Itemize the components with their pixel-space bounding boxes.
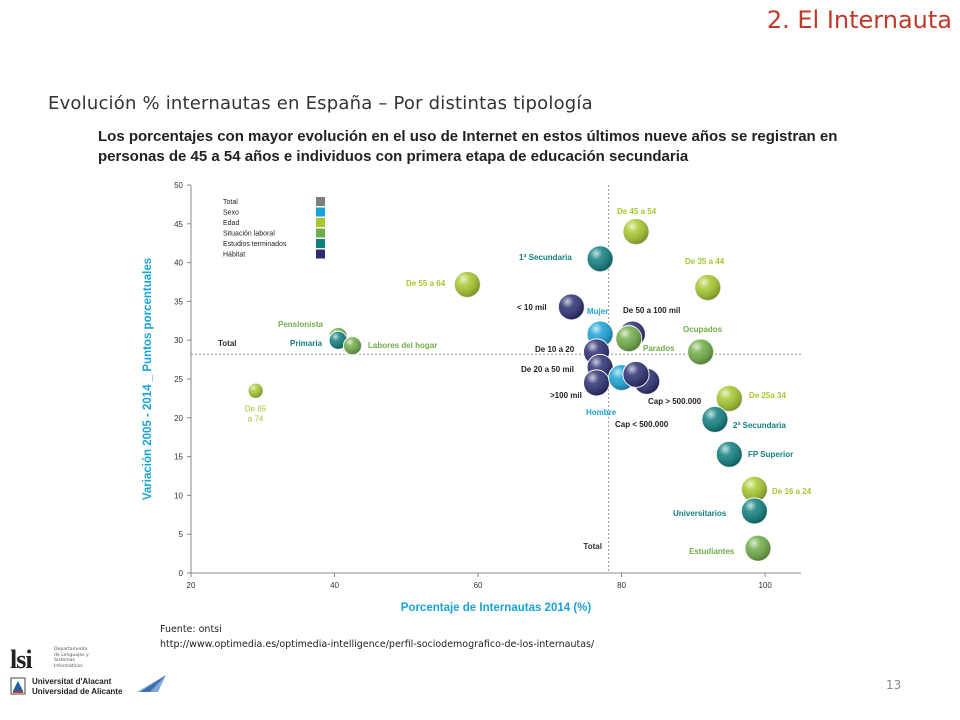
data-point-highlight — [701, 406, 728, 433]
source-note: Fuente: ontsi http://www.optimedia.es/op… — [160, 622, 594, 652]
point-label: De 25a 34 — [749, 391, 786, 400]
y-axis-title: Variación 2005 - 2014 _ Puntos porcentua… — [142, 258, 154, 500]
y-tick-label: 30 — [174, 336, 183, 345]
total-horizontal-label: Total — [218, 339, 237, 348]
x-axis-title: Porcentaje de Internautas 2014 (%) — [401, 602, 592, 614]
point-label: a 74 — [248, 415, 264, 424]
page-number: 13 — [886, 678, 902, 692]
point-label: De 20 a 50 mil — [521, 365, 574, 374]
y-tick-label: 5 — [179, 530, 184, 539]
point-label: Pensionista — [278, 320, 323, 329]
point-label: Mujer — [587, 307, 608, 316]
point-label: Ocupados — [683, 325, 723, 334]
chart-point-labels: De 45 a 54 1ª Secundaria De 35 a 44 De 55 a… — [245, 207, 812, 556]
point-label: < 10 mil — [517, 303, 547, 312]
x-tick-label: 40 — [330, 581, 339, 590]
legend-label: Hábitat — [223, 252, 245, 259]
point-label: 2ª Secundaria — [733, 421, 786, 430]
legend-label: Total — [223, 199, 238, 206]
section-title: 2. El Internauta — [766, 6, 952, 34]
y-tick-label: 50 — [174, 181, 183, 190]
university-emblem-icon — [10, 677, 26, 695]
source-url[interactable]: http://www.optimedia.es/optimedia-intell… — [160, 639, 595, 650]
y-tick-label: 35 — [174, 297, 183, 306]
legend-swatch — [316, 228, 325, 238]
legend-swatch — [316, 249, 325, 259]
legend-label: Estudios terminados — [223, 241, 287, 248]
legend-swatch — [316, 239, 325, 248]
point-label: De 50 a 100 mil — [623, 306, 680, 315]
data-point-highlight — [741, 476, 768, 503]
legend-swatch — [316, 207, 325, 217]
data-point-highlight — [716, 441, 743, 468]
lsi-logo: lsi Departamento de Lenguajes y Sistemas… — [10, 645, 89, 675]
point-label: Hombre — [586, 408, 617, 417]
chart-points — [247, 218, 772, 562]
point-label: Cap < 500.000 — [615, 420, 669, 429]
data-point-highlight — [694, 274, 721, 301]
data-point-highlight — [454, 271, 481, 298]
data-point-highlight — [687, 338, 714, 365]
y-tick-label: 45 — [174, 220, 183, 229]
source-label: Fuente: ontsi — [160, 624, 222, 635]
data-point-highlight — [741, 497, 768, 524]
total-vertical-label: Total — [583, 542, 602, 551]
slide-title: Evolución % internautas en España – Por … — [48, 93, 593, 114]
legend-label: Edad — [223, 220, 239, 227]
y-tick-label: 20 — [174, 414, 183, 423]
point-label: De 45 a 54 — [617, 207, 657, 216]
data-point-highlight — [622, 361, 649, 388]
lsi-logo-text: lsi — [10, 645, 33, 674]
data-point-highlight — [622, 218, 649, 245]
point-label: Labores del hogar — [368, 341, 437, 350]
point-label: De 55 a 64 — [406, 279, 446, 288]
data-point-highlight — [716, 385, 743, 412]
x-tick-label: 60 — [474, 581, 483, 590]
x-tick-label: 100 — [758, 581, 772, 590]
legend-swatch — [316, 218, 325, 227]
data-point-highlight — [329, 331, 348, 350]
point-label: 1ª Secundaria — [519, 253, 572, 262]
point-label: >100 mil — [550, 391, 582, 400]
y-tick-label: 15 — [174, 453, 183, 462]
university-name-spanish: Universidad de Alicante — [32, 687, 123, 696]
legend-label: Sexo — [223, 210, 239, 217]
point-label: Parados — [643, 344, 675, 353]
point-label: De 35 a 44 — [685, 257, 725, 266]
data-point-highlight — [587, 245, 614, 272]
scatter-chart: 20 40 60 80 10005101520253035404550TotalTota… — [142, 181, 812, 614]
slide-subtitle: Los porcentajes con mayor evolución en e… — [98, 128, 838, 165]
data-point-highlight — [343, 336, 362, 355]
data-point-highlight — [248, 383, 264, 399]
chart-legend: Total Sexo Edad Situación laboral Estudios t… — [223, 197, 325, 259]
data-point-highlight — [558, 293, 585, 320]
data-point-highlight — [615, 325, 642, 352]
point-label: De 65 — [245, 405, 267, 414]
y-tick-label: 10 — [174, 491, 183, 500]
y-tick-label: 0 — [179, 569, 184, 578]
x-tick-label: 80 — [617, 581, 626, 590]
point-label: FP Superior — [748, 450, 793, 459]
x-tick-label: 20 — [187, 581, 196, 590]
point-label: De 10 a 20 — [535, 345, 575, 354]
point-label: Estudiantes — [689, 547, 735, 556]
wing-logo-icon — [137, 675, 166, 692]
point-label: Primaria — [290, 339, 323, 348]
point-label: De 16 a 24 — [772, 487, 812, 496]
y-tick-label: 40 — [174, 259, 183, 268]
lsi-department-text: Departamento de Lenguajes y Sistemas Inf… — [54, 647, 89, 669]
data-point-highlight — [583, 369, 610, 396]
legend-label: Situación laboral — [223, 231, 275, 238]
data-point-highlight — [744, 535, 771, 562]
legend-swatch — [316, 197, 325, 206]
university-name-valencian: Universitat d'Alacant — [32, 677, 112, 686]
y-tick-label: 25 — [174, 375, 183, 384]
point-label: Cap > 500.000 — [648, 397, 702, 406]
point-label: Universitarios — [673, 509, 727, 518]
